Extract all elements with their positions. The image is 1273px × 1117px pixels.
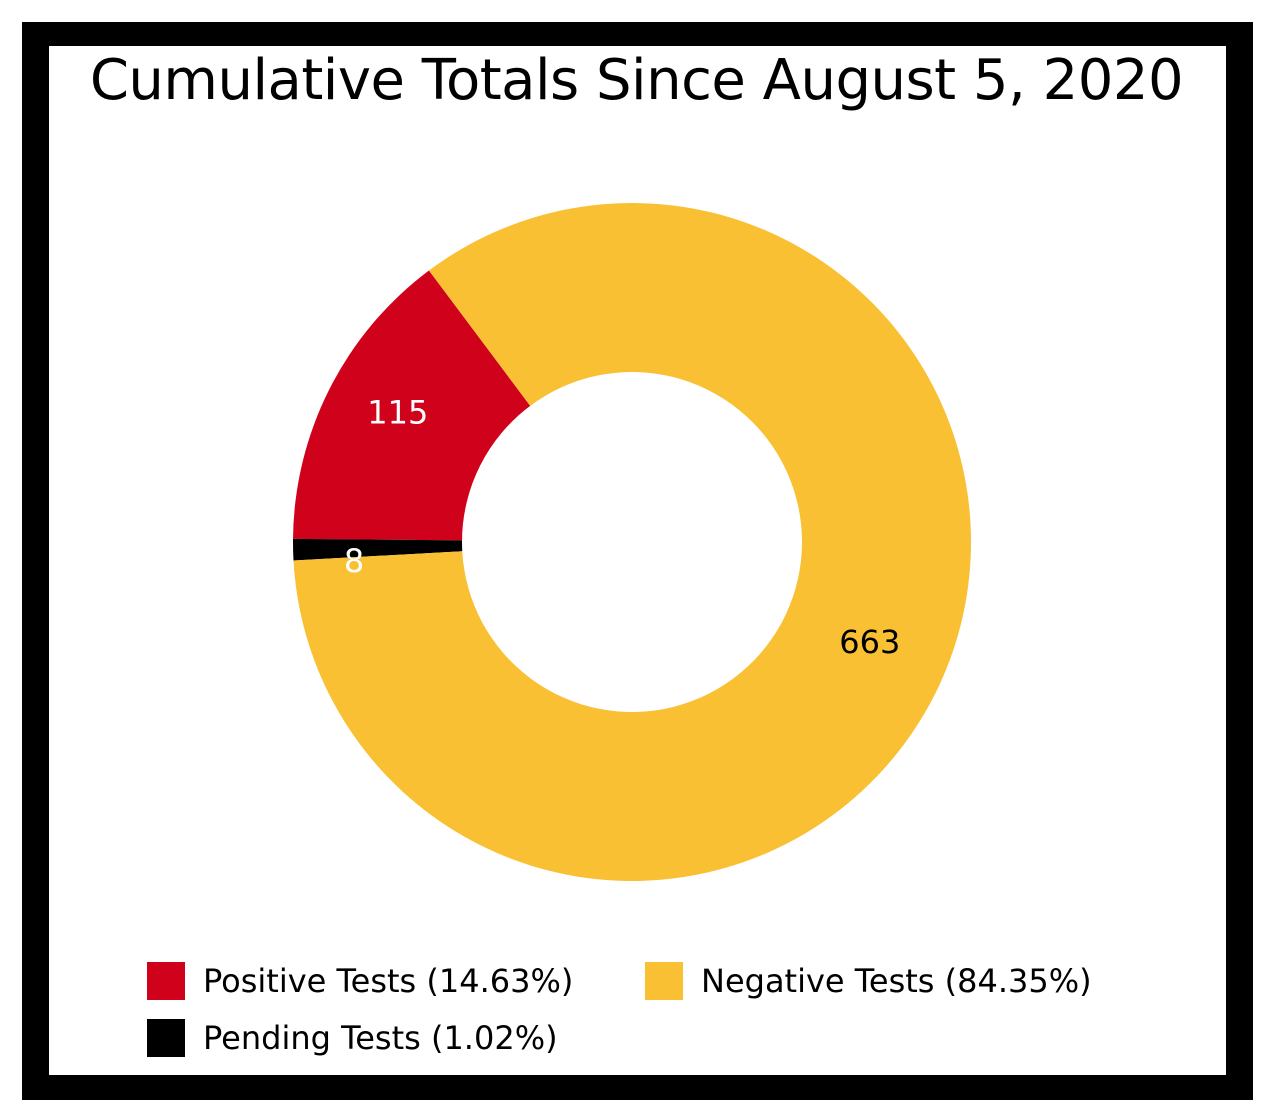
donut-slice-positive bbox=[293, 270, 531, 541]
donut-data-labels: 115 8 663 bbox=[344, 393, 901, 661]
legend-swatch-pending bbox=[147, 1019, 185, 1057]
legend-label-pending: Pending Tests (1.02%) bbox=[203, 1019, 558, 1057]
chart-title: Cumulative Totals Since August 5, 2020 bbox=[89, 48, 1184, 113]
legend-swatch-positive bbox=[147, 962, 185, 1000]
donut-slice-negative bbox=[293, 203, 971, 882]
legend-item-negative: Negative Tests (84.35%) bbox=[645, 962, 1092, 1000]
legend-item-positive: Positive Tests (14.63%) bbox=[147, 962, 573, 1000]
legend-swatch-negative bbox=[645, 962, 683, 1000]
legend-item-pending: Pending Tests (1.02%) bbox=[147, 1019, 558, 1057]
donut-slice-pending bbox=[293, 538, 463, 561]
legend-label-negative: Negative Tests (84.35%) bbox=[701, 962, 1092, 1000]
legend-label-positive: Positive Tests (14.63%) bbox=[203, 962, 574, 1000]
data-label-pending: 8 bbox=[344, 542, 364, 580]
donut-slices bbox=[293, 203, 971, 882]
data-label-positive: 115 bbox=[367, 393, 428, 431]
data-label-negative: 663 bbox=[839, 623, 900, 661]
